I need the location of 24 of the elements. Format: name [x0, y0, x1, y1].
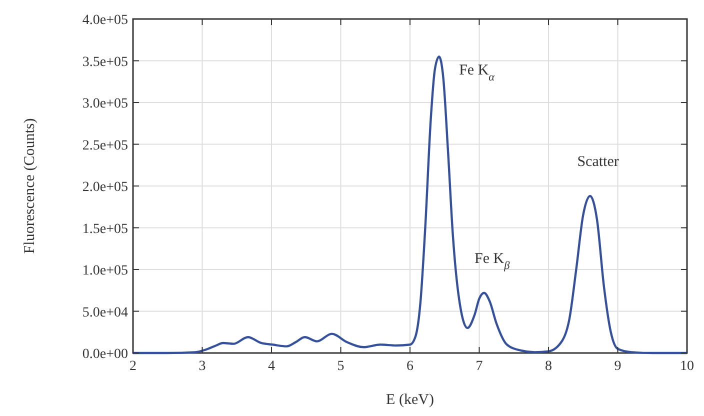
y-tick-label: 3.5e+05 — [82, 54, 128, 70]
x-axis-title: E (keV) — [386, 392, 434, 408]
x-tick-label: 6 — [406, 359, 414, 374]
x-tick-label: 5 — [337, 359, 344, 374]
x-tick-label: 2 — [130, 359, 136, 374]
y-tick-label: 1.0e+05 — [82, 264, 128, 278]
y-tick-label: 0.0e+00 — [82, 347, 128, 362]
x-tick-label: 4 — [268, 359, 275, 374]
y-tick-label: 5.0e+04 — [82, 305, 128, 320]
x-tick-label: 3 — [198, 359, 206, 374]
y-tick-label: 3.0e+05 — [82, 96, 128, 112]
x-tick-label: 9 — [614, 359, 622, 374]
x-tick-label: 8 — [545, 359, 552, 374]
y-tick-label: 4.0e+05 — [82, 13, 128, 28]
y-axis-title: Fluorescence (Counts) — [22, 118, 38, 254]
line-series — [132, 55, 688, 354]
y-tick-label: 1.5e+05 — [82, 222, 128, 237]
y-tick-label: 2.5e+05 — [82, 138, 128, 154]
x-tick-label: 7 — [476, 359, 483, 374]
annotation: Fe K$_{β}$ — [474, 250, 510, 272]
annotation: Fe K$_{α}$ — [459, 62, 496, 84]
annotation: Scatter — [577, 154, 619, 170]
x-tick-label: 10 — [680, 359, 694, 374]
y-tick-label: 2.0e+05 — [82, 180, 128, 195]
